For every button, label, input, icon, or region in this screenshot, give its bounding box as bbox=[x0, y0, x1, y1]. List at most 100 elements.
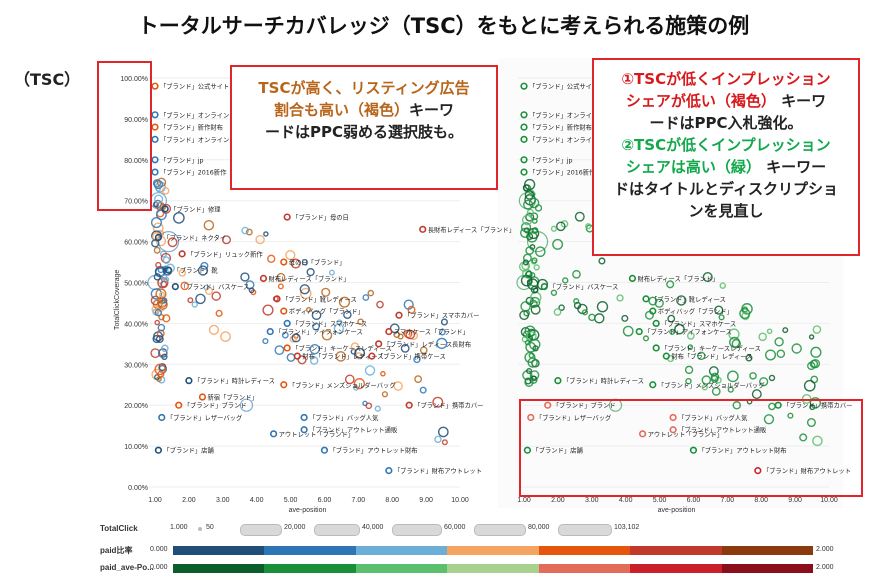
y-tick-label: 100.00% bbox=[120, 76, 148, 83]
x-tick-label: 7.00 bbox=[721, 497, 735, 504]
legend-size-pill-1 bbox=[240, 524, 282, 536]
scatter-bubble-large bbox=[518, 192, 536, 210]
point-label: 「ブランド」携帯カバー bbox=[783, 401, 852, 410]
scatter-bubble bbox=[374, 405, 381, 412]
scatter-bubble bbox=[338, 296, 351, 308]
point-label: 「ブランド」レザーバッグ bbox=[167, 413, 243, 422]
scatter-bubble bbox=[521, 214, 533, 226]
scatter-bubble bbox=[162, 314, 171, 323]
scatter-bubble bbox=[764, 349, 777, 361]
paid-bar-segment bbox=[721, 546, 814, 555]
x-tick-label: 8.00 bbox=[754, 497, 768, 504]
scatter-bubble bbox=[440, 318, 448, 326]
scatter-bubble bbox=[596, 301, 609, 313]
scatter-bubble bbox=[150, 216, 163, 229]
callout-left-line1: TSCが高く、リスティング広告 bbox=[258, 79, 470, 97]
point-label: 「ブランド」メンズショルダーバッグ bbox=[658, 380, 766, 389]
point-label: 「ブランド」財布アウトレット bbox=[763, 466, 851, 475]
callout-left-line2a: 割合も高い（褐色） bbox=[273, 101, 409, 119]
scatter-bubble bbox=[751, 389, 762, 400]
point-label: 「ブランド」レザーバッグ bbox=[536, 413, 612, 422]
scatter-point bbox=[544, 401, 552, 409]
scatter-bubble bbox=[195, 293, 206, 305]
x-tick-label: 3.00 bbox=[585, 497, 599, 504]
scatter-bubble bbox=[727, 386, 734, 393]
point-label: 「ブランド」母の日 bbox=[292, 213, 349, 222]
scatter-bubble-large bbox=[147, 274, 163, 291]
scatter-point bbox=[520, 111, 528, 119]
scatter-point bbox=[669, 426, 677, 434]
scatter-bubble bbox=[745, 354, 753, 362]
pos-bar-segment bbox=[264, 564, 357, 573]
scatter-point bbox=[385, 327, 393, 336]
point-label: 「ブランド」2016新作 bbox=[160, 168, 227, 177]
scatter-point bbox=[520, 168, 528, 176]
scatter-bubble bbox=[180, 281, 189, 291]
scatter-bubble bbox=[263, 231, 269, 237]
scatter-bubble bbox=[676, 295, 687, 306]
scatter-bubble bbox=[521, 336, 529, 343]
scatter-bubble bbox=[550, 225, 557, 232]
scatter-bubble bbox=[161, 344, 169, 353]
scatter-bubble bbox=[281, 331, 289, 339]
scatter-bubble bbox=[701, 384, 708, 391]
scatter-point bbox=[270, 430, 278, 438]
scatter-bubble bbox=[432, 396, 444, 408]
scatter-point bbox=[161, 205, 169, 213]
callout-right-p2b: シェアは高い（緑） bbox=[625, 158, 761, 176]
point-label: 「ブランド」バスケース bbox=[180, 282, 249, 291]
scatter-point bbox=[520, 156, 528, 164]
scatter-bubble bbox=[524, 377, 534, 387]
x-tick-label: 4.00 bbox=[619, 497, 633, 504]
legend-paid-ratio: paid比率 0.000 2.000 bbox=[100, 545, 834, 557]
scatter-point bbox=[283, 213, 291, 221]
scatter-bubble-large bbox=[239, 398, 254, 412]
y-tick-label: 60.00% bbox=[124, 240, 148, 247]
scatter-bubble bbox=[791, 343, 802, 354]
scatter-point bbox=[273, 295, 281, 303]
scatter-bubble bbox=[350, 342, 360, 351]
x-tick-label: 5.00 bbox=[653, 497, 667, 504]
scatter-bubble bbox=[436, 337, 448, 350]
scatter-bubble bbox=[155, 288, 167, 300]
scatter-bubble bbox=[156, 376, 162, 383]
scatter-bubble bbox=[357, 318, 364, 326]
scatter-bubble bbox=[644, 310, 654, 320]
y-tick-label: 10.00% bbox=[124, 444, 148, 451]
callout-right-p2e: ンを見直し bbox=[688, 202, 764, 220]
scatter-bubble bbox=[812, 435, 823, 447]
scatter-bubble bbox=[525, 212, 535, 222]
point-label: 母の日「ブランド」 bbox=[289, 258, 346, 267]
scatter-point bbox=[266, 327, 274, 336]
scatter-bubble bbox=[274, 345, 285, 356]
legend-pos-min: 0.000 bbox=[150, 564, 168, 571]
scatter-bubble bbox=[299, 284, 310, 295]
point-label: 「ブランド」バスケース bbox=[549, 282, 618, 291]
scatter-point bbox=[774, 401, 782, 409]
x-axis-title: ave-position bbox=[658, 507, 696, 514]
scatter-bubble bbox=[574, 211, 585, 222]
callout-right-p1b: シェアが低い（褐色） bbox=[625, 92, 776, 110]
scatter-bubble bbox=[405, 329, 416, 340]
scatter-bubble bbox=[520, 301, 531, 312]
scatter-bubble bbox=[277, 283, 284, 290]
scatter-bubble bbox=[241, 226, 249, 235]
scatter-bubble bbox=[161, 274, 168, 281]
scatter-bubble bbox=[160, 280, 168, 288]
x-tick-label: 5.00 bbox=[284, 497, 298, 504]
scatter-point bbox=[151, 135, 159, 143]
scatter-bubble bbox=[155, 303, 165, 313]
legend-size-pill-5 bbox=[558, 524, 612, 536]
scatter-bubble bbox=[766, 328, 773, 335]
scatter-bubble bbox=[380, 370, 386, 377]
scatter-bubble bbox=[306, 267, 315, 277]
point-label: 「ブランド」新作財布 bbox=[529, 123, 592, 132]
scatter-bubble bbox=[321, 329, 333, 341]
scatter-bubble bbox=[674, 323, 685, 335]
scatter-bubble bbox=[533, 264, 540, 271]
scatter-bubble bbox=[520, 222, 532, 233]
scatter-bubble bbox=[197, 265, 209, 276]
scatter-bubble bbox=[400, 343, 410, 353]
scatter-bubble bbox=[529, 338, 541, 351]
point-label: 「ブランド」メンズショルダーバッグ bbox=[289, 380, 397, 389]
